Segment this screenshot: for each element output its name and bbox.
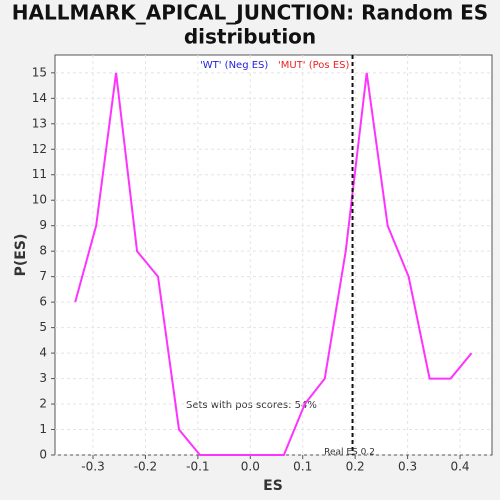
y-tick-label: 0	[39, 448, 47, 462]
y-tick-label: 3	[39, 371, 47, 385]
chart-title: distribution	[184, 25, 316, 49]
y-tick-label: 11	[32, 167, 47, 181]
x-tick-label: 0.0	[241, 460, 260, 474]
x-tick-label: 0.4	[450, 460, 469, 474]
y-tick-label: 2	[39, 397, 47, 411]
y-tick-label: 12	[32, 142, 47, 156]
y-tick-label: 14	[32, 91, 47, 105]
data-line	[74, 72, 473, 456]
y-tick-label: 6	[39, 295, 47, 309]
x-tick-label: -0.1	[186, 460, 209, 474]
plot-area	[54, 54, 493, 456]
x-tick-label: 0.3	[398, 460, 417, 474]
real-es-label: Real ES 0.2	[324, 448, 375, 458]
legend-entry: 'WT' (Neg ES)	[200, 60, 268, 71]
chart-title: HALLMARK_APICAL_JUNCTION: Random ES	[12, 1, 488, 25]
annotation: Sets with pos scores: 54%	[186, 400, 317, 411]
x-tick-label: -0.3	[81, 460, 104, 474]
y-tick-label: 9	[39, 218, 47, 232]
y-tick-label: 4	[39, 346, 47, 360]
x-tick-label: -0.2	[134, 460, 157, 474]
x-tick-label: 0.2	[346, 460, 365, 474]
y-tick-label: 7	[39, 269, 47, 283]
y-axis-label: P(ES)	[13, 234, 29, 277]
y-tick-label: 15	[32, 65, 47, 79]
y-tick-label: 5	[39, 320, 47, 334]
y-tick-label: 10	[32, 193, 47, 207]
x-axis-label: ES	[263, 478, 283, 494]
legend-entry: 'MUT' (Pos ES)	[278, 60, 349, 71]
y-tick-label: 13	[32, 116, 47, 130]
x-tick-label: 0.1	[293, 460, 312, 474]
y-tick-label: 8	[39, 244, 47, 258]
y-tick-label: 1	[39, 422, 47, 436]
